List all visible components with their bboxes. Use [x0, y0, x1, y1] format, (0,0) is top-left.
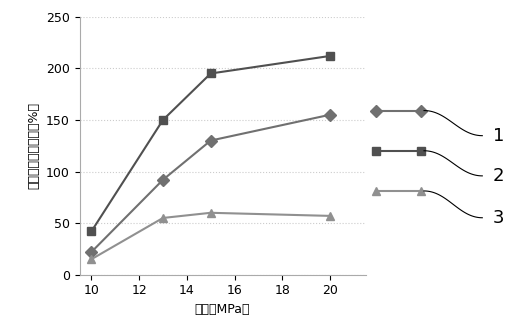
Text: 1: 1: [493, 127, 504, 145]
Text: 3: 3: [493, 209, 505, 227]
X-axis label: 压力（MPa）: 压力（MPa）: [195, 303, 250, 316]
Y-axis label: 水测渗透率变化率（%）: 水测渗透率变化率（%）: [28, 102, 40, 189]
Text: 2: 2: [493, 167, 505, 185]
